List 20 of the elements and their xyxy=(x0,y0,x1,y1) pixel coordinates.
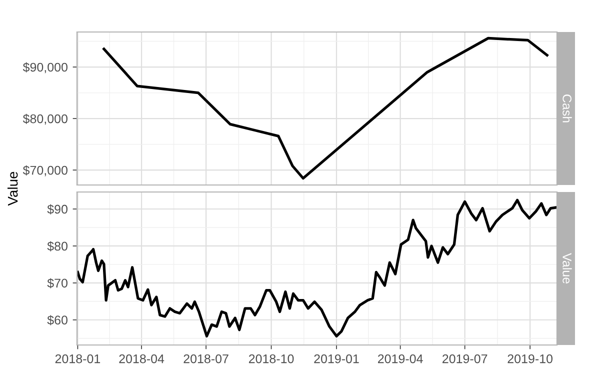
line-series xyxy=(77,198,557,338)
text: Cash xyxy=(562,94,572,122)
x-tick-label: 2019-07 xyxy=(442,354,488,364)
y-axis-title: Value xyxy=(8,172,18,206)
y-tick-label: $80,000 xyxy=(22,114,68,125)
x-tick-label: 2019-04 xyxy=(378,354,423,364)
line-series xyxy=(102,36,548,180)
y-tick-label: $90,000 xyxy=(22,62,68,74)
text: Value xyxy=(562,253,572,284)
y-tick-label: $60 xyxy=(47,315,68,326)
y-tick-label: $70 xyxy=(47,278,68,288)
y-tick-label: $70,000 xyxy=(22,165,68,176)
x-tick-label: 2019-10 xyxy=(508,354,553,364)
x-tick-label: 2019-01 xyxy=(314,354,359,364)
x-tick-label: 2018-07 xyxy=(184,354,228,364)
x-tick-label: 2018-01 xyxy=(55,354,100,364)
x-tick-label: 2018-10 xyxy=(248,354,294,364)
y-tick-label: $80 xyxy=(47,241,68,252)
y-tick-label: $90 xyxy=(47,204,68,214)
x-tick-label: 2018-04 xyxy=(119,354,164,364)
